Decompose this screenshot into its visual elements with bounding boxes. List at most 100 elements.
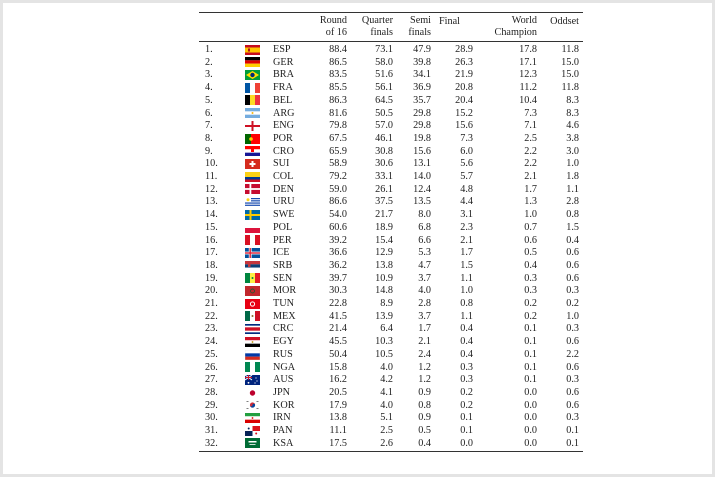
table-row: 27. AUS 16.2 4.2 1.2 0.3 0.1 0.3: [199, 374, 583, 387]
table-row: 4. FRA 85.5 56.1 36.9 20.8 11.2 11.8: [199, 82, 583, 95]
rank-cell: 6.: [205, 107, 213, 119]
table-row: 14. SWE 54.0 21.7 8.0 3.1 1.0 0.8: [199, 209, 583, 222]
rank-cell: 18.: [205, 259, 218, 271]
world-champion-cell: 0.1: [524, 348, 537, 360]
world-champion-cell: 7.3: [524, 107, 537, 119]
final-cell: 0.4: [460, 348, 473, 360]
rank-cell: 26.: [205, 361, 218, 373]
flag-cell: [235, 184, 269, 197]
quarter-finals-cell: 58.0: [375, 56, 393, 68]
team-cell: IRN: [273, 412, 291, 424]
world-champion-cell: 17.1: [519, 56, 537, 68]
oddset-cell: 3.0: [566, 145, 579, 157]
world-champion-cell: 0.6: [524, 234, 537, 246]
world-champion-cell: 0.4: [524, 259, 537, 271]
flag-cell: [235, 196, 269, 209]
team-cell: COL: [273, 171, 294, 183]
oddset-cell: 11.8: [561, 44, 579, 55]
oddset-cell: 0.3: [566, 285, 579, 297]
world-champion-cell: 1.0: [524, 209, 537, 221]
final-cell: 15.2: [455, 107, 473, 119]
quarter-finals-cell: 6.4: [380, 323, 393, 335]
flag-cell: [235, 171, 269, 184]
world-champion-cell: 2.2: [524, 145, 537, 157]
round-of-16-cell: 86.5: [329, 56, 347, 68]
quarter-finals-cell: 18.9: [375, 221, 393, 233]
flag-panama-icon: [244, 425, 260, 436]
semi-finals-cell: 0.9: [418, 386, 431, 398]
team-cell: MOR: [273, 285, 297, 297]
quarter-finals-cell: 13.8: [375, 259, 393, 271]
oddset-cell: 2.8: [566, 196, 579, 208]
oddset-cell: 1.0: [566, 158, 579, 170]
world-champion-cell: 12.3: [519, 69, 537, 81]
table-row: 28. JPN 20.5 4.1 0.9 0.2 0.0 0.6: [199, 387, 583, 400]
table-body: 1. ESP 88.4 73.1 47.9 28.9 17.8 11.8 2. GER 86.5 58…: [199, 42, 583, 451]
oddset-cell: 2.2: [566, 348, 579, 360]
flag-cell: [235, 349, 269, 362]
table-row: 26. NGA 15.8 4.0 1.2 0.3 0.1 0.6: [199, 362, 583, 375]
team-cell: BEL: [273, 94, 293, 106]
round-of-16-cell: 15.8: [329, 361, 347, 373]
flag-cell: [235, 57, 269, 70]
final-cell: 28.9: [455, 44, 473, 55]
round-of-16-cell: 81.6: [329, 107, 347, 119]
flag-japan-icon: [244, 387, 260, 398]
rank-cell: 1.: [205, 44, 213, 55]
final-cell: 4.8: [460, 183, 473, 195]
team-cell: BRA: [273, 69, 294, 81]
oddset-cell: 0.6: [566, 247, 579, 259]
semi-finals-cell: 4.0: [418, 285, 431, 297]
flag-argentina-icon: [244, 108, 260, 119]
oddset-cell: 11.8: [561, 82, 579, 94]
rank-cell: 11.: [205, 171, 218, 183]
quarter-finals-cell: 37.5: [375, 196, 393, 208]
round-of-16-cell: 59.0: [329, 183, 347, 195]
table-row: 24. EGY 45.5 10.3 2.1 0.4 0.1 0.6: [199, 336, 583, 349]
flag-cell: [235, 209, 269, 222]
flag-portugal-icon: [244, 133, 260, 144]
quarter-finals-cell: 5.1: [380, 412, 393, 424]
flag-costa-rica-icon: [244, 324, 260, 335]
table-row: 6. ARG 81.6 50.5 29.8 15.2 7.3 8.3: [199, 108, 583, 121]
final-cell: 26.3: [455, 56, 473, 68]
oddset-cell: 0.2: [566, 298, 579, 310]
rank-cell: 3.: [205, 69, 213, 81]
team-cell: DEN: [273, 183, 294, 195]
round-of-16-cell: 20.5: [329, 386, 347, 398]
quarter-finals-cell: 4.1: [380, 386, 393, 398]
quarter-finals-cell: 2.5: [380, 425, 393, 437]
team-cell: FRA: [273, 82, 293, 94]
flag-korea-icon: [244, 400, 260, 411]
round-of-16-cell: 36.2: [329, 259, 347, 271]
quarter-finals-cell: 4.0: [380, 399, 393, 411]
flag-cell: [235, 42, 269, 57]
table-row: 5. BEL 86.3 64.5 35.7 20.4 10.4 8.3: [199, 95, 583, 108]
world-champion-cell: 0.0: [524, 437, 537, 449]
flag-cell: [235, 235, 269, 248]
team-cell: SRB: [273, 259, 293, 271]
quarter-finals-cell: 30.6: [375, 158, 393, 170]
rank-cell: 5.: [205, 94, 213, 106]
round-of-16-cell: 65.9: [329, 145, 347, 157]
round-of-16-cell: 41.5: [329, 310, 347, 322]
world-champion-cell: 0.3: [524, 272, 537, 284]
flag-cell: [235, 247, 269, 260]
world-champion-cell: 0.0: [524, 399, 537, 411]
rank-cell: 31.: [205, 425, 218, 437]
flag-france-icon: [244, 82, 260, 93]
final-cell: 2.3: [460, 221, 473, 233]
round-of-16-cell: 79.8: [329, 120, 347, 132]
oddset-cell: 8.3: [566, 94, 579, 106]
semi-finals-cell: 12.4: [413, 183, 431, 195]
rank-cell: 7.: [205, 120, 213, 132]
rank-cell: 10.: [205, 158, 218, 170]
final-cell: 1.0: [460, 285, 473, 297]
oddset-cell: 1.5: [566, 221, 579, 233]
round-of-16-cell: 17.5: [329, 437, 347, 449]
round-of-16-cell: 86.6: [329, 196, 347, 208]
world-champion-cell: 7.1: [524, 120, 537, 132]
final-cell: 0.1: [460, 425, 473, 437]
team-cell: SWE: [273, 209, 295, 221]
semi-finals-cell: 34.1: [413, 69, 431, 81]
